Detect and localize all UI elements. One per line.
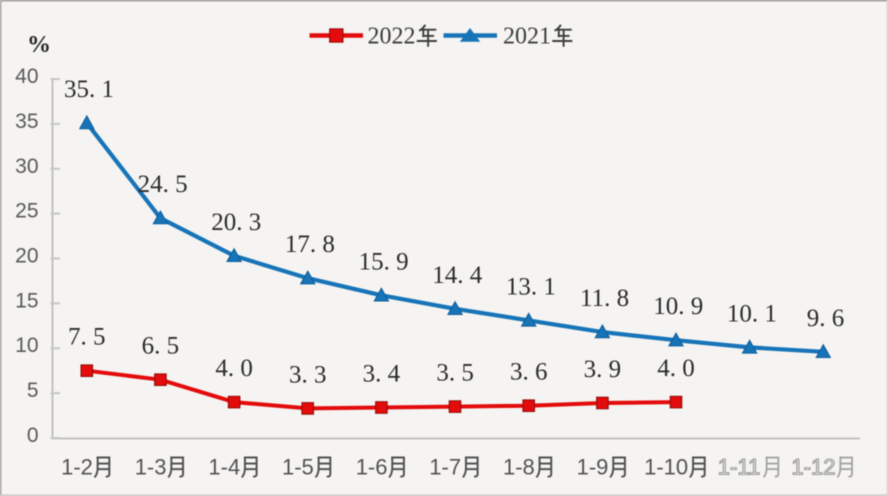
svg-text:24. 5: 24. 5: [138, 171, 188, 198]
svg-text:20: 20: [15, 245, 38, 268]
svg-text:3. 3: 3. 3: [289, 361, 327, 388]
svg-text:3. 5: 3. 5: [436, 360, 474, 387]
svg-text:35. 1: 35. 1: [64, 76, 114, 103]
svg-text:%: %: [27, 32, 51, 58]
svg-text:4. 0: 4. 0: [657, 355, 695, 382]
svg-text:1-12: 1-12: [791, 455, 835, 480]
svg-text:3. 4: 3. 4: [363, 361, 401, 388]
svg-text:20. 3: 20. 3: [211, 209, 261, 236]
svg-text:11. 8: 11. 8: [580, 285, 629, 312]
svg-text:1-7: 1-7: [429, 455, 461, 480]
svg-text:2021: 2021: [503, 24, 551, 50]
svg-text:6. 5: 6. 5: [142, 333, 180, 360]
svg-text:13. 1: 13. 1: [506, 273, 556, 300]
svg-text:2022: 2022: [368, 24, 416, 50]
svg-text:1-3: 1-3: [135, 455, 167, 480]
svg-text:10. 1: 10. 1: [727, 300, 777, 327]
svg-text:7. 5: 7. 5: [68, 324, 106, 351]
svg-text:10: 10: [15, 334, 38, 357]
svg-text:1-8: 1-8: [503, 455, 535, 480]
svg-text:3. 6: 3. 6: [510, 359, 548, 386]
svg-text:1-9: 1-9: [577, 455, 609, 480]
svg-text:1-2: 1-2: [61, 455, 93, 480]
svg-text:3. 9: 3. 9: [584, 356, 622, 383]
svg-text:30: 30: [15, 155, 38, 178]
svg-text:1-10: 1-10: [644, 455, 688, 480]
svg-text:0: 0: [27, 424, 39, 447]
svg-text:15: 15: [15, 289, 38, 312]
svg-text:1-6: 1-6: [356, 455, 388, 480]
svg-text:14. 4: 14. 4: [432, 262, 483, 289]
svg-text:1-5: 1-5: [282, 455, 314, 480]
svg-text:1-11: 1-11: [718, 455, 760, 480]
svg-text:15. 9: 15. 9: [359, 248, 409, 275]
svg-text:35: 35: [15, 110, 38, 133]
svg-text:5: 5: [27, 379, 39, 402]
svg-text:25: 25: [15, 200, 38, 223]
svg-text:17. 8: 17. 8: [285, 231, 335, 258]
svg-text:1-4: 1-4: [208, 455, 240, 480]
svg-text:40: 40: [15, 65, 38, 88]
svg-text:9. 6: 9. 6: [807, 305, 845, 332]
svg-text:10. 9: 10. 9: [653, 293, 703, 320]
svg-text:4. 0: 4. 0: [215, 355, 253, 382]
